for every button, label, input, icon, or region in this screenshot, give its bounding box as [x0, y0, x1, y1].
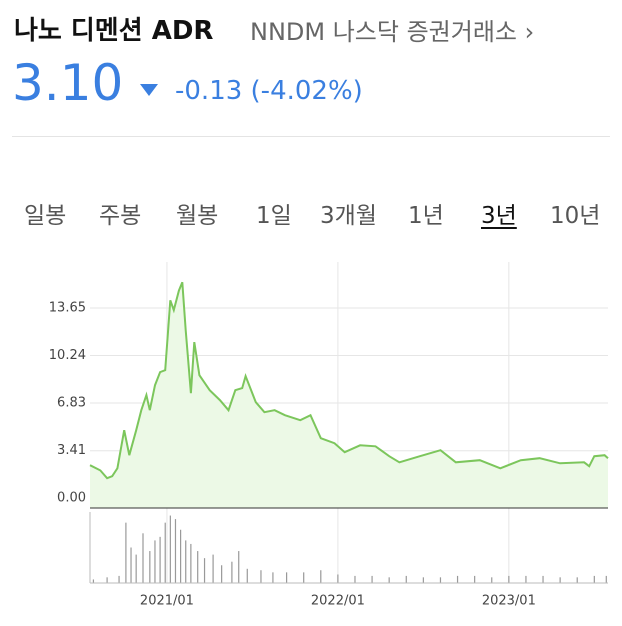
exchange: NNDM 나스닥 증권거래소 — [250, 18, 517, 46]
volume-bar — [142, 533, 144, 583]
volume-bar — [525, 575, 527, 583]
volume-bar — [337, 574, 339, 583]
volume-bar — [371, 575, 373, 583]
volume-bar — [246, 568, 248, 583]
volume-bar — [118, 575, 120, 583]
y-tick-label: 3.41 — [57, 443, 86, 458]
period-tab[interactable]: 3년 — [481, 203, 517, 229]
y-tick-label: 6.83 — [57, 396, 86, 411]
period-tab[interactable]: 1년 — [408, 203, 444, 229]
volume-bar — [190, 543, 192, 583]
period-tab[interactable]: 월봉 — [176, 203, 219, 229]
volume-bar — [260, 570, 262, 583]
volume-bar — [180, 529, 182, 583]
volume-bar — [303, 572, 305, 583]
price-area — [90, 282, 608, 508]
volume-bar — [542, 575, 544, 583]
volume-bar — [203, 558, 206, 583]
volume-bar — [272, 572, 274, 583]
volume-bar — [169, 515, 171, 583]
stock-name: 나노 디멘션 ADR — [14, 16, 214, 46]
period-tab[interactable]: 1일 — [256, 203, 292, 229]
volume-bar — [106, 577, 108, 583]
volume-bar — [422, 577, 424, 583]
price-change: -0.13 (-4.02%) — [175, 76, 363, 106]
x-tick-label: 2023/01 — [482, 594, 536, 609]
y-tick-label: 0.00 — [57, 491, 86, 506]
volume-bar — [593, 575, 595, 583]
volume-bar — [185, 540, 187, 583]
y-tick-label: 13.65 — [49, 300, 86, 315]
exchange-link[interactable]: NNDM 나스닥 증권거래소 › — [250, 12, 534, 47]
volume-bar — [197, 551, 199, 583]
volume-bar — [221, 565, 223, 583]
divider — [12, 136, 610, 137]
down-arrow — [140, 84, 158, 96]
volume-bar — [92, 579, 95, 583]
volume-bar — [576, 577, 578, 583]
volume-bar — [559, 577, 561, 583]
volume-bar — [164, 522, 166, 583]
x-tick-label: 2022/01 — [311, 594, 365, 609]
volume-bar — [238, 551, 240, 583]
volume-bar — [159, 536, 161, 583]
volume-bar — [354, 575, 356, 583]
volume-bar — [474, 575, 476, 583]
volume-bar — [286, 572, 288, 583]
y-tick-label: 10.24 — [49, 348, 86, 363]
volume-bar — [149, 551, 151, 583]
volume-bar — [212, 554, 214, 583]
period-tab[interactable]: 일봉 — [24, 203, 67, 229]
volume-bar — [439, 577, 442, 583]
volume-bar — [508, 575, 510, 583]
volume-bar — [231, 561, 233, 583]
period-tab[interactable]: 10년 — [550, 203, 601, 229]
period-tab[interactable]: 주봉 — [99, 203, 142, 229]
chevron: › — [524, 18, 535, 46]
volume-bar — [320, 570, 322, 583]
volume-bar — [456, 575, 459, 583]
x-tick-label: 2021/01 — [140, 594, 194, 609]
volume-bar — [388, 577, 390, 583]
volume-bar — [405, 575, 407, 583]
volume-bar — [130, 547, 132, 583]
volume-bar — [135, 554, 137, 583]
price-line — [89, 281, 609, 480]
volume-bar — [491, 577, 493, 583]
price: 3.10 — [12, 54, 124, 112]
volume-bar — [605, 575, 607, 583]
volume-bar — [125, 522, 127, 583]
period-tab[interactable]: 3개월 — [320, 203, 377, 229]
volume-bar — [174, 519, 177, 583]
volume-bar — [154, 540, 156, 583]
